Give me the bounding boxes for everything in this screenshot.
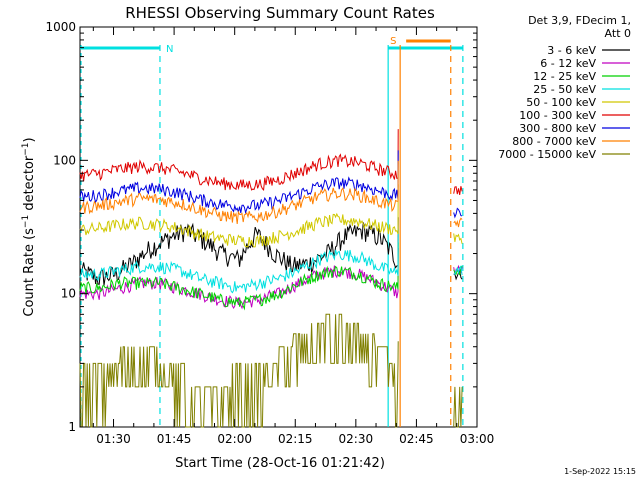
y-tick-label: 10 — [61, 287, 76, 301]
legend-label: 7000 - 15000 keV — [498, 148, 596, 161]
series-line-segment-2 — [453, 386, 463, 428]
legend-label: 300 - 800 keV — [519, 122, 596, 135]
night-flag-label: N — [166, 44, 173, 55]
x-axis-label: Start Time (28-Oct-16 01:21:42) — [175, 456, 385, 471]
series-line-segment-2 — [453, 265, 463, 276]
x-axis-ticks: 01:30 01:45 02:00 02:15 02:30 02:45 03:00 — [92, 27, 495, 446]
x-tick-label: 02:00 — [217, 432, 252, 446]
y-tick-label: 100 — [53, 153, 76, 167]
y-axis-label: Count Rate (s−1 detector−1) — [21, 137, 37, 316]
series-line-segment-1 — [79, 228, 399, 294]
x-tick-label: 01:30 — [96, 432, 131, 446]
series-line-segment-1 — [79, 160, 399, 225]
legend-label: 3 - 6 keV — [547, 44, 596, 57]
saa-flag-label: S — [390, 36, 396, 47]
legend-label: 50 - 100 keV — [526, 96, 596, 109]
x-tick-label: 01:45 — [157, 432, 192, 446]
x-tick-label: 03:00 — [460, 432, 495, 446]
series-line-segment-1 — [79, 242, 399, 311]
series-line-segment-1 — [79, 217, 399, 286]
series-line-segment-1 — [79, 129, 399, 192]
series-line-segment-1 — [79, 184, 399, 248]
series-line-segment-2 — [453, 207, 463, 219]
legend-label: 6 - 12 keV — [540, 57, 596, 70]
render-timestamp: 1-Sep-2022 15:15 — [564, 467, 636, 476]
x-tick-label: 02:45 — [399, 432, 434, 446]
y-tick-label: 1000 — [45, 20, 76, 34]
legend-header-line-2: Att 0 — [605, 27, 631, 40]
legend-header-line-1: Det 3,9, FDecim 1, — [528, 14, 631, 27]
series-line-segment-1 — [79, 247, 399, 310]
flag-bars: NS — [80, 36, 464, 427]
y-axis-ticks: 1 10 100 1000 — [45, 20, 477, 434]
legend-label: 25 - 50 keV — [533, 83, 596, 96]
series-line-segment-1 — [79, 150, 399, 215]
x-tick-label: 02:15 — [278, 432, 313, 446]
x-tick-label: 02:30 — [339, 432, 374, 446]
legend-label: 800 - 7000 keV — [512, 135, 596, 148]
series-line-segment-2 — [453, 217, 463, 228]
chart-title: RHESSI Observing Summary Count Rates — [125, 4, 435, 22]
legend-label: 12 - 25 keV — [533, 70, 596, 83]
series-line-segment-1 — [79, 313, 399, 428]
legend-label: 100 - 300 keV — [519, 109, 596, 122]
series-line-segment-2 — [453, 233, 463, 244]
series-line-segment-2 — [453, 268, 463, 281]
y-tick-label: 1 — [68, 420, 76, 434]
series-line-segment-2 — [453, 186, 463, 195]
series-group — [79, 129, 463, 428]
